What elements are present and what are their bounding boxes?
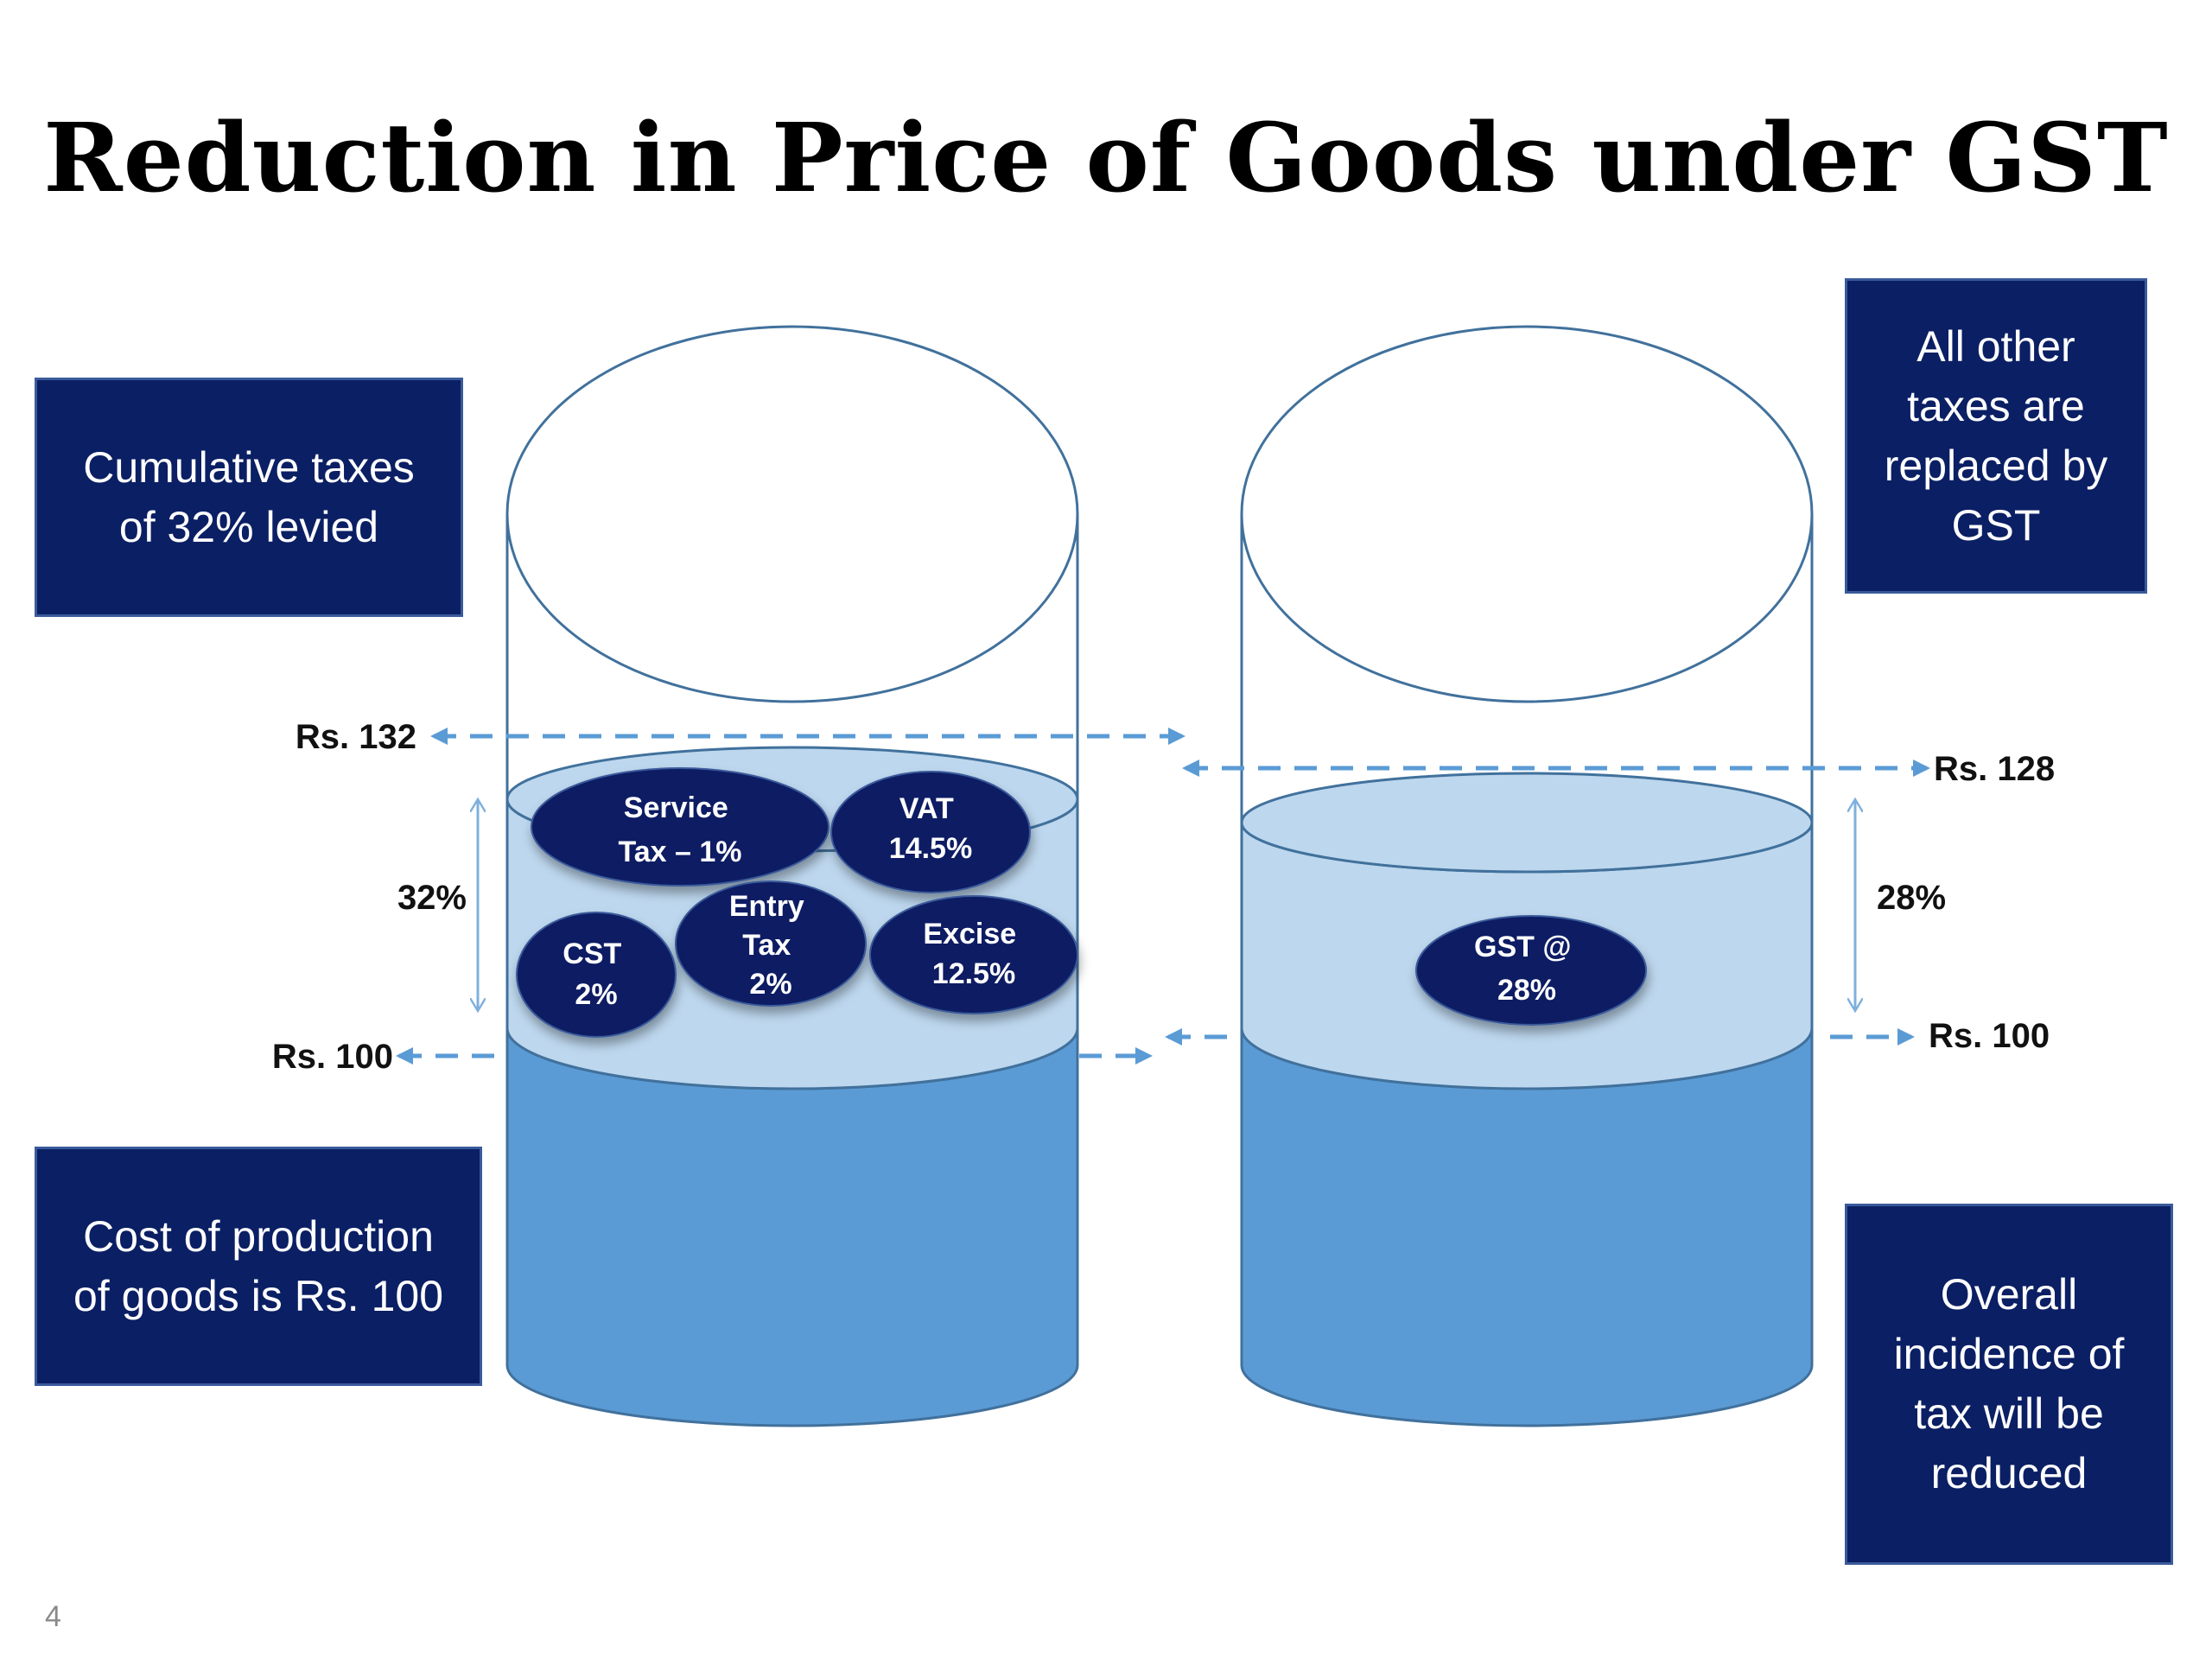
rs-100-right-label: Rs. 100 bbox=[1929, 1017, 2050, 1055]
percent-32-label: 32% bbox=[397, 879, 467, 917]
tax-label: CST 2% bbox=[563, 938, 629, 1011]
tax-label: Service Tax – 1% bbox=[618, 791, 741, 868]
left-cylinder-glass bbox=[505, 325, 1079, 1365]
tax-oval-excise bbox=[869, 895, 1078, 1014]
slide-number: 4 bbox=[45, 1600, 61, 1633]
tax-label-line: Tax – 1% bbox=[618, 836, 741, 868]
tax-oval-entry-tax bbox=[675, 880, 867, 1007]
rs-128-label: Rs. 128 bbox=[1934, 750, 2055, 788]
tax-oval-cst bbox=[516, 912, 677, 1038]
tax-label-line: CST bbox=[563, 938, 621, 970]
callout-line: taxes are bbox=[1907, 381, 2085, 430]
callout-line: tax will be bbox=[1914, 1389, 2104, 1438]
callout-line: incidence of bbox=[1893, 1330, 2125, 1378]
rs-100-left-label: Rs. 100 bbox=[272, 1038, 393, 1076]
right-cylinder-glass bbox=[1240, 325, 1814, 1365]
tax-oval-service-tax bbox=[531, 767, 830, 887]
tax-label-line: Excise bbox=[923, 918, 1016, 950]
tax-label: Entry Tax 2% bbox=[729, 890, 812, 1001]
percent-arrows bbox=[478, 799, 1855, 1011]
callout-line: Cost of production bbox=[83, 1211, 434, 1261]
callout-tax-reduced: Overall incidence of tax will be reduced bbox=[1845, 1204, 2173, 1565]
tax-oval-vat bbox=[830, 771, 1031, 893]
tax-label: Excise 12.5% bbox=[923, 918, 1024, 990]
callout-cost-of-production: Cost of production of goods is Rs. 100 bbox=[35, 1147, 482, 1386]
tax-label-line: 2% bbox=[749, 968, 791, 1001]
tax-label-line: Service bbox=[624, 791, 728, 824]
tax-oval-gst bbox=[1415, 915, 1647, 1026]
tax-label-line: Tax bbox=[742, 929, 791, 962]
callout-line: replaced by bbox=[1884, 441, 2108, 490]
tax-label-line: 2% bbox=[575, 978, 617, 1011]
rs-132-label: Rs. 132 bbox=[296, 718, 416, 756]
percent-28-label: 28% bbox=[1877, 879, 1946, 917]
tax-label-line: Entry bbox=[729, 890, 804, 923]
callout-line: of 32% levied bbox=[118, 502, 379, 551]
callout-line: of goods is Rs. 100 bbox=[73, 1271, 444, 1320]
tax-label: GST @ 28% bbox=[1474, 931, 1580, 1007]
callout-line: Cumulative taxes bbox=[83, 442, 415, 492]
callout-taxes-replaced: All other taxes are replaced by GST bbox=[1845, 278, 2147, 594]
tax-label: VAT 14.5% bbox=[889, 792, 972, 865]
callout-line: All other bbox=[1916, 321, 2075, 371]
right-cylinder: GST @ 28% bbox=[1240, 325, 1814, 1427]
callout-line: reduced bbox=[1930, 1449, 2088, 1497]
tax-label-line: 12.5% bbox=[932, 957, 1015, 990]
slide-title: Reduction in Price of Goods under GST bbox=[43, 102, 2169, 213]
tax-label-line: GST @ bbox=[1474, 931, 1572, 963]
tax-label-line: VAT bbox=[899, 792, 954, 825]
left-cylinder: Service Tax – 1% VAT 14.5% Entry Tax 2% … bbox=[505, 325, 1079, 1427]
level-arrows bbox=[396, 728, 1930, 1065]
callout-line: GST bbox=[1951, 500, 2041, 550]
callout-cumulative-taxes: Cumulative taxes of 32% levied bbox=[35, 378, 463, 617]
tax-label-line: 28% bbox=[1497, 974, 1556, 1007]
callout-line: Overall bbox=[1940, 1270, 2078, 1319]
tax-label-line: 14.5% bbox=[889, 832, 972, 865]
